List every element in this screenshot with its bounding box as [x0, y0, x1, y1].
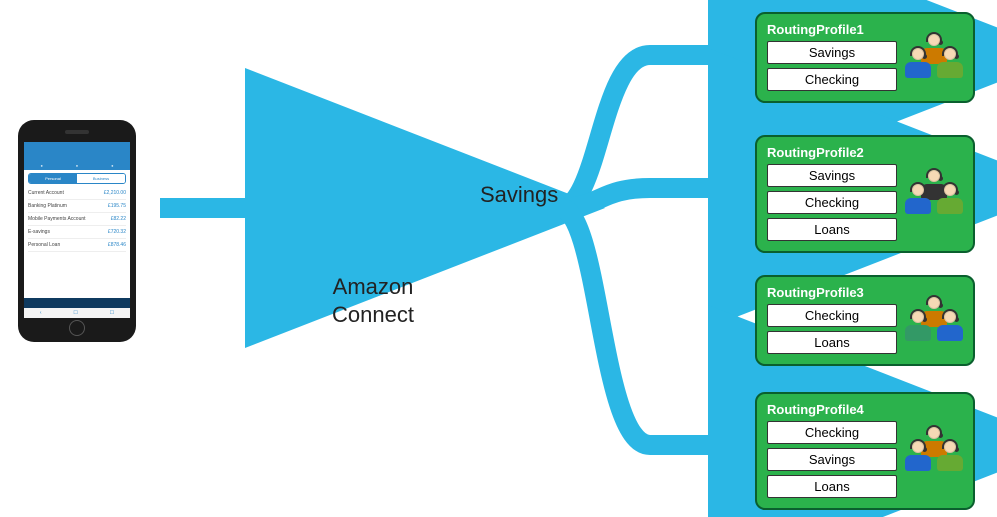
routing-profile-card: RoutingProfile4 Checking Savings Loans	[755, 392, 975, 510]
agent-icon	[905, 441, 931, 471]
agent-icon	[937, 311, 963, 341]
routing-profile-card: RoutingProfile2 Savings Checking Loans	[755, 135, 975, 253]
queue-list: Savings Checking	[767, 41, 897, 91]
queue-item: Loans	[767, 218, 897, 241]
flow-label-savings: Savings	[480, 182, 558, 208]
queue-item: Loans	[767, 331, 897, 354]
agent-icon	[937, 184, 963, 214]
queue-list: Checking Savings Loans	[767, 421, 897, 498]
agent-icon	[937, 48, 963, 78]
agent-group-icon	[905, 170, 965, 218]
cloud-label-line1: Amazon	[308, 273, 438, 301]
cloud-label: Amazon Connect	[308, 273, 438, 328]
queue-item: Checking	[767, 68, 897, 91]
queue-item: Checking	[767, 304, 897, 327]
queue-item: Savings	[767, 164, 897, 187]
routing-profile-title: RoutingProfile2	[767, 145, 963, 160]
queue-list: Savings Checking Loans	[767, 164, 897, 241]
routing-profile-card: RoutingProfile1SavingsChecking	[755, 12, 975, 103]
agent-icon	[937, 441, 963, 471]
agent-group-icon	[905, 427, 965, 475]
agent-icon	[905, 184, 931, 214]
cloud-label-line2: Connect	[308, 301, 438, 329]
routing-profile-title: RoutingProfile4	[767, 402, 963, 417]
agent-group-icon	[905, 34, 965, 82]
queue-item: Savings	[767, 41, 897, 64]
routing-profile-card: RoutingProfile3CheckingLoans	[755, 275, 975, 366]
agent-group-icon	[905, 297, 965, 345]
agent-icon	[905, 48, 931, 78]
queue-item: Checking	[767, 191, 897, 214]
agent-icon	[905, 311, 931, 341]
queue-list: Checking Loans	[767, 304, 897, 354]
queue-item: Checking	[767, 421, 897, 444]
queue-item: Savings	[767, 448, 897, 471]
queue-item: Loans	[767, 475, 897, 498]
